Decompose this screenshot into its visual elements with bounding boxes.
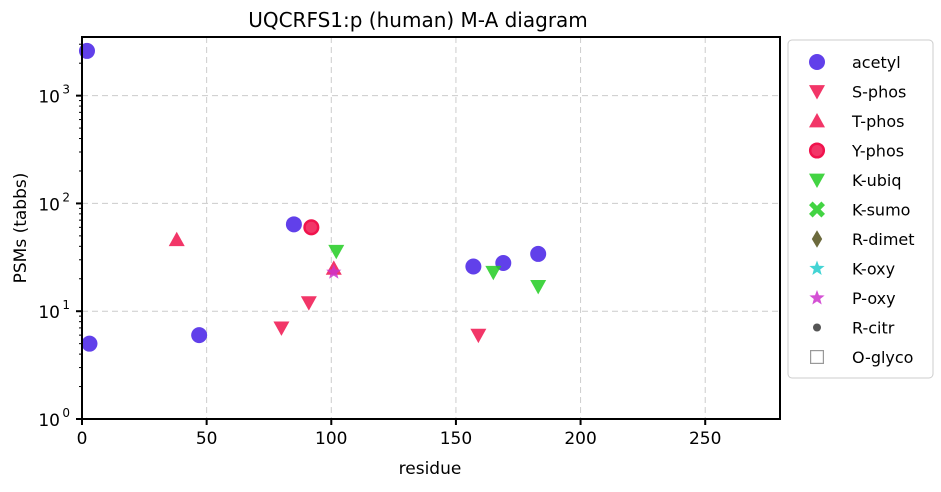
point-p-oxy [326, 264, 342, 279]
legend-entry-p-oxy: P-oxy [809, 289, 896, 308]
legend-entry-o-glyco: O-glyco [809, 348, 913, 367]
y-tick-label: 10 [38, 88, 60, 108]
point-acetyl [285, 216, 302, 233]
legend-entry-k-oxy: K-oxy [809, 260, 895, 279]
legend: acetyl S-phos T-phos Y-phos K-ubiq K-sumo R-di… [787, 39, 934, 379]
x-axis-label: residue [399, 459, 462, 479]
point-acetyl [191, 327, 208, 344]
legend-entry-s-phos: S-phos [809, 83, 906, 102]
legend-label: R-dimet [852, 230, 915, 249]
legend-label: K-ubiq [852, 171, 901, 190]
legend-label: P-oxy [852, 289, 896, 308]
legend-marker-s-phos [809, 85, 825, 100]
legend-marker-acetyl [809, 54, 825, 70]
legend-label: Y-phos [851, 142, 904, 161]
y-tick-exponent: 3 [62, 83, 70, 97]
legend-marker-r-dimet [811, 230, 823, 248]
legend-entries: acetyl S-phos T-phos Y-phos K-ubiq K-sumo R-di… [808, 53, 915, 367]
y-tick-exponent: 2 [62, 190, 70, 204]
point-k-ubiq [328, 244, 345, 260]
y-tick-exponent: 0 [62, 406, 70, 420]
legend-marker-r-citr [813, 323, 821, 332]
point-k-ubiq [530, 279, 547, 295]
x-tick-label: 250 [689, 429, 721, 449]
point-s-phos [273, 321, 290, 336]
legend-entry-r-dimet: R-dimet [811, 230, 915, 249]
legend-entry-acetyl: acetyl [809, 53, 901, 72]
y-tick-label: 10 [38, 303, 60, 323]
legend-label: K-sumo [852, 201, 910, 220]
legend-label: T-phos [851, 112, 905, 131]
y-tick-label: 10 [38, 411, 60, 431]
legend-frame [787, 39, 934, 379]
grid-layer [82, 37, 780, 419]
legend-label: O-glyco [852, 348, 913, 367]
legend-marker-t-phos [809, 113, 825, 128]
legend-marker-y-phos [808, 142, 826, 159]
point-k-ubiq [485, 265, 502, 281]
x-tick-label: 100 [315, 429, 347, 449]
plot-frame [81, 36, 781, 420]
legend-label: acetyl [852, 53, 901, 72]
x-tick-label: 50 [196, 429, 218, 449]
chart-title: UQCRFS1:p (human) M-A diagram [248, 8, 588, 32]
legend-label: S-phos [852, 83, 906, 102]
legend-marker-k-ubiq [809, 173, 825, 188]
point-y-phos [303, 219, 320, 236]
legend-label: R-citr [852, 319, 895, 338]
point-s-phos [470, 328, 487, 344]
point-t-phos [168, 231, 185, 247]
legend-marker-k-sumo [809, 201, 825, 218]
legend-entry-t-phos: T-phos [809, 112, 905, 131]
legend-marker-k-oxy [809, 260, 825, 275]
y-tick-exponent: 1 [62, 298, 70, 312]
x-tick-label: 0 [77, 429, 88, 449]
legend-label: K-oxy [852, 260, 895, 279]
point-acetyl [81, 335, 98, 352]
legend-entry-k-ubiq: K-ubiq [809, 171, 901, 190]
legend-marker-p-oxy [809, 290, 825, 305]
y-axis-label: PSMs (tabbs) [11, 173, 31, 284]
x-tick-label: 200 [564, 429, 596, 449]
legend-entry-y-phos: Y-phos [808, 142, 904, 161]
marks-layer [78, 42, 547, 352]
point-acetyl [465, 258, 482, 275]
legend-marker-o-glyco [809, 350, 824, 365]
point-acetyl [530, 245, 547, 262]
legend-entry-k-sumo: K-sumo [809, 201, 910, 220]
y-tick-label: 10 [38, 195, 60, 215]
legend-entry-r-citr: R-citr [813, 319, 895, 338]
point-s-phos [300, 296, 317, 311]
x-tick-label: 150 [440, 429, 472, 449]
